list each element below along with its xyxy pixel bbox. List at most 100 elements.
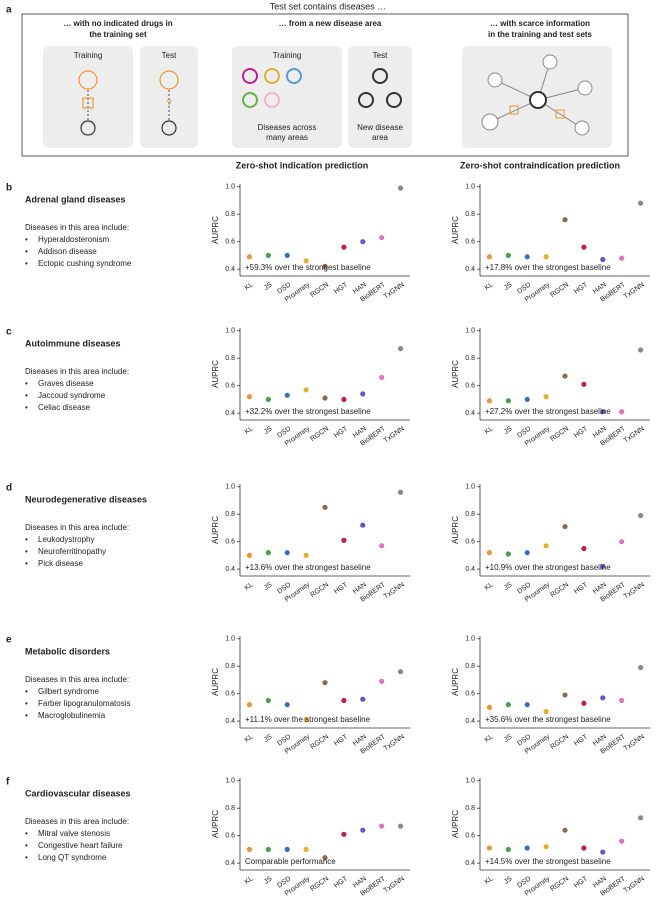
dot: [341, 244, 347, 250]
y-tick-label: 1.0: [225, 184, 235, 191]
dot: [303, 552, 309, 559]
disease: Hyperaldosteronism: [38, 235, 109, 244]
label: Test: [373, 51, 388, 60]
x-tick-label: TxGNN: [383, 425, 406, 444]
x-tick-label: JS: [503, 425, 514, 436]
y-tick-label: 0.8: [225, 511, 235, 518]
row-title: Cardiovascular diseases: [25, 788, 131, 798]
dot: [543, 254, 549, 260]
label: Training: [74, 51, 103, 60]
y-tick-label: 0.6: [465, 539, 475, 546]
annotation: +35.6% over the strongest baseline: [485, 715, 611, 724]
dot: [600, 256, 606, 263]
dot: [360, 696, 366, 702]
x-tick-label: TxGNN: [623, 281, 646, 300]
dot: [505, 252, 511, 259]
dot: [581, 381, 587, 387]
y-tick-label: 0.8: [465, 211, 475, 218]
annotation: +17.8% over the strongest baseline: [485, 263, 611, 272]
dot: [284, 702, 290, 708]
y-tick-label: 1.0: [465, 484, 475, 491]
dot: [341, 831, 347, 837]
bullet: •: [25, 391, 28, 400]
annotation: +27.2% over the strongest baseline: [485, 407, 611, 416]
dot: [543, 394, 549, 400]
dot: [505, 702, 511, 708]
dot: [524, 702, 530, 708]
y-tick-label: 0.8: [225, 805, 235, 812]
dot: [581, 545, 587, 552]
dot: [379, 234, 385, 241]
dot: [619, 255, 625, 261]
bullet: •: [25, 711, 28, 720]
y-tick-label: 0.8: [225, 211, 235, 218]
dot: [581, 244, 587, 250]
dot: [379, 678, 385, 684]
x-tick-label: KL: [484, 733, 495, 744]
dot: [619, 697, 625, 704]
dot: [562, 827, 568, 833]
bullet: •: [25, 547, 28, 556]
dot: [341, 697, 347, 704]
y-tick-label: 0.4: [465, 566, 475, 573]
x-tick-label: HGT: [573, 875, 590, 890]
y-tick-label: 0.4: [225, 860, 235, 867]
disease: Neuroferritinopathy: [38, 547, 106, 556]
disease: Jaccoud syndrome: [38, 391, 106, 400]
dot: [543, 844, 549, 850]
disease: Congestive heart failure: [38, 841, 123, 850]
y-axis-label: AUPRC: [211, 216, 220, 244]
disease: Celiac disease: [38, 403, 91, 412]
bullet: •: [25, 853, 28, 862]
row-intro: Diseases in this area include:: [25, 817, 129, 826]
bullet: •: [25, 247, 28, 256]
panel-letter: b: [6, 183, 12, 194]
dot: [637, 664, 644, 671]
label: area: [372, 133, 389, 142]
y-tick-label: 1.0: [225, 636, 235, 643]
x-tick-label: KL: [244, 281, 255, 292]
dot: [562, 523, 568, 530]
icons: [78, 70, 179, 136]
x-tick-label: TxGNN: [623, 875, 646, 894]
x-tick-label: RGCN: [549, 281, 570, 299]
y-tick-label: 0.4: [225, 266, 235, 273]
dot: [246, 702, 253, 708]
dot: [637, 200, 644, 206]
y-axis-label: AUPRC: [211, 516, 220, 544]
dot: [562, 692, 568, 698]
x-tick-label: RGCN: [309, 875, 330, 893]
x-tick-label: KL: [484, 581, 495, 592]
dot: [505, 398, 511, 404]
dot: [303, 717, 309, 723]
dot: [360, 522, 366, 528]
x-tick-label: KL: [244, 581, 255, 592]
row-title: Neurodegenerative diseases: [25, 494, 147, 504]
dot: [562, 217, 568, 223]
y-tick-label: 0.8: [225, 355, 235, 362]
y-tick-label: 0.6: [225, 539, 235, 546]
dot: [524, 550, 530, 556]
disease: Pick disease: [38, 559, 83, 568]
dot: [543, 708, 549, 715]
x-tick-label: TxGNN: [383, 733, 406, 752]
dot: [303, 846, 309, 853]
y-tick-label: 0.4: [465, 718, 475, 725]
panel-letter: c: [6, 327, 12, 338]
x-tick-label: HGT: [333, 875, 350, 890]
dot: [265, 846, 271, 853]
disease: Ectopic cushing syndrome: [38, 259, 132, 268]
y-tick-label: 0.4: [465, 410, 475, 417]
annotation: +59.3% over the strongest baseline: [245, 263, 371, 272]
x-tick-label: JS: [503, 581, 514, 592]
x-tick-label: TxGNN: [383, 581, 406, 600]
x-tick-label: RGCN: [309, 733, 330, 751]
y-tick-label: 0.6: [225, 833, 235, 840]
dot: [284, 550, 290, 556]
panel-box: [21, 13, 629, 157]
bullet: •: [25, 829, 28, 838]
bullet: •: [25, 379, 28, 388]
dot: [360, 239, 366, 245]
x-tick-label: JS: [503, 733, 514, 744]
